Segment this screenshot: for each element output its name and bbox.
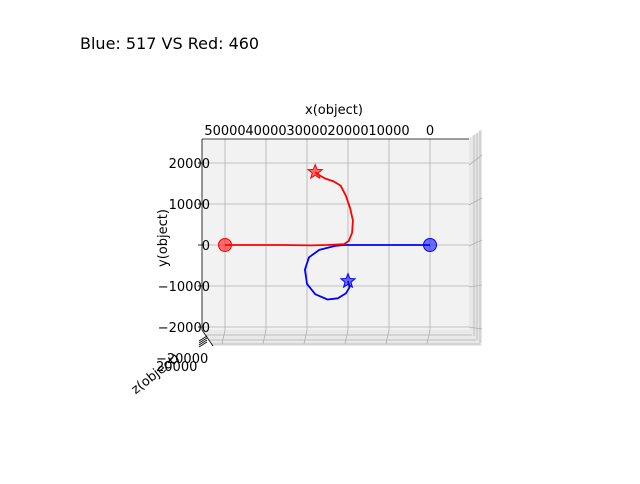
y-tick-label: −20000	[158, 321, 210, 336]
series-start-marker-0	[423, 238, 437, 252]
x-tick-label: 10000	[368, 124, 409, 139]
x-floor-grid-line	[344, 329, 349, 345]
x-tick-label: 0	[426, 124, 434, 139]
grid	[198, 139, 469, 345]
x-axis-label: x(object)	[305, 103, 363, 118]
z-tick-label: 20000	[156, 360, 197, 375]
side-pane	[469, 129, 482, 346]
x-floor-grid-line	[303, 329, 308, 345]
floor-grid	[205, 334, 480, 345]
x-floor-grid-line	[262, 329, 267, 345]
chart-title: Blue: 517 VS Red: 460	[80, 34, 260, 53]
x-tick-label: 50000	[204, 124, 245, 139]
side-grid	[468, 131, 483, 343]
x-floor-grid-line	[385, 329, 390, 345]
x-floor-grid-line	[221, 329, 226, 345]
y-tick-label: 0	[202, 239, 210, 254]
y-tick-label: −10000	[158, 280, 210, 295]
x-tick-label: 30000	[286, 124, 327, 139]
y-axis-label: y(object)	[156, 209, 171, 267]
series-end-marker-1	[306, 163, 324, 180]
series-end-marker-0	[339, 272, 357, 289]
series-layer	[218, 163, 437, 301]
series-line-1	[225, 171, 354, 247]
x-tick-label: 20000	[327, 124, 368, 139]
y-tick-labels: 20000 10000 0 −10000 −20000	[158, 157, 210, 336]
series-line-0	[303, 244, 430, 301]
z-tick-label: −20000	[156, 352, 208, 367]
y-tick-label: 20000	[169, 157, 210, 172]
x-tick-label: 40000	[245, 124, 286, 139]
x-floor-grid-line	[426, 329, 431, 345]
z-axis-ticks	[198, 335, 208, 348]
x-tick-labels: 50000 40000 30000 20000 10000 0	[204, 124, 434, 139]
y-tick-label: 10000	[169, 198, 210, 213]
axes-frame	[201, 138, 469, 347]
series-start-marker-1	[218, 238, 232, 252]
floor-pane	[202, 330, 482, 346]
back-pane	[202, 139, 469, 330]
